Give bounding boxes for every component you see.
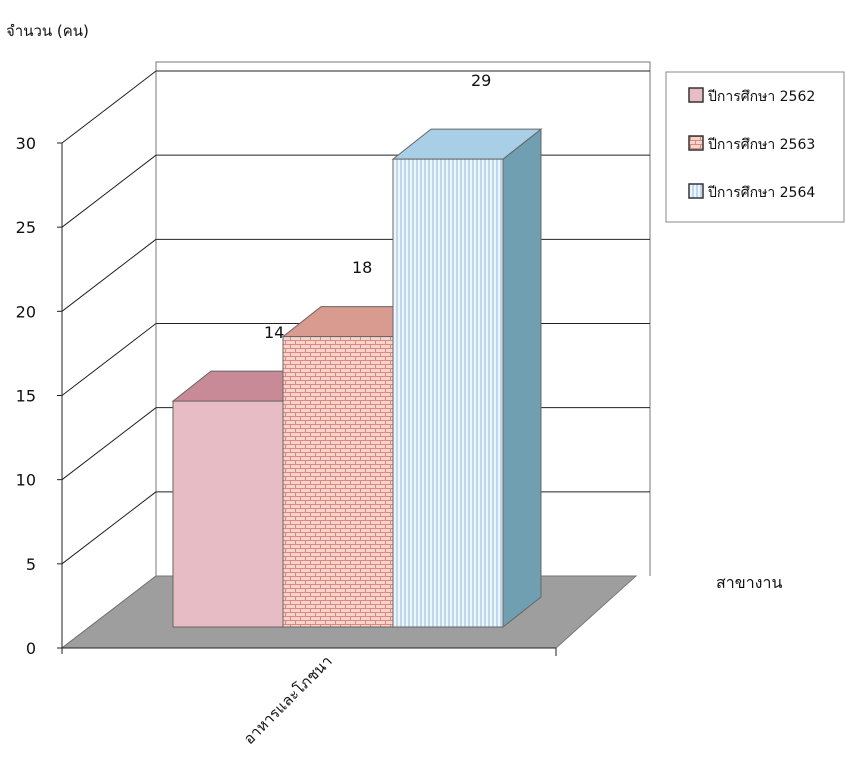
x-axis-label: สาขางาน (716, 573, 782, 592)
bar-3 (391, 128, 543, 629)
bar-side (502, 128, 542, 629)
data-labels: 14 18 29 (264, 71, 491, 342)
y-tick-label: 10 (16, 471, 36, 490)
data-label-2: 18 (352, 258, 372, 277)
legend-label-3: ปีการศึกษา 2564 (708, 185, 816, 201)
x-tick-label: อาหารและโภชนา (240, 652, 336, 748)
bar-front (282, 336, 394, 628)
x-tick-labels: อาหารและโภชนา (240, 652, 336, 748)
side-gridline (61, 238, 157, 312)
data-label-3: 29 (471, 71, 491, 90)
axes (61, 143, 557, 656)
bars (171, 128, 543, 629)
y-tick-label: 0 (26, 639, 36, 658)
side-gridline (61, 491, 157, 565)
data-label-1: 14 (264, 323, 284, 342)
back-wall (155, 61, 651, 576)
y-tick-label: 5 (26, 555, 36, 574)
legend-swatch-2 (688, 135, 704, 151)
legend-swatch-3 (688, 183, 704, 199)
back-wall-outline (155, 61, 651, 576)
y-tick-labels: 0 5 10 15 20 25 30 (16, 134, 62, 658)
side-gridline (61, 323, 157, 396)
y-tick-label: 20 (16, 302, 36, 321)
side-gridline (61, 70, 157, 144)
y-tick-label: 25 (16, 218, 36, 237)
legend-label-2: ปีการศึกษา 2563 (708, 137, 816, 153)
bar-front (172, 400, 284, 628)
y-axis-label: จำนวน (คน) (6, 22, 89, 40)
side-gridline (61, 154, 157, 228)
side-gridline (61, 407, 157, 481)
legend-swatch-1 (688, 87, 704, 103)
y-tick-label: 30 (16, 134, 36, 153)
bar-front (392, 158, 504, 628)
legend-label-1: ปีการศึกษา 2562 (708, 89, 816, 105)
legend: ปีการศึกษา 2562 ปีการศึกษา 2563 ปีการศึกษา… (665, 71, 845, 223)
y-tick-label: 15 (16, 387, 36, 406)
